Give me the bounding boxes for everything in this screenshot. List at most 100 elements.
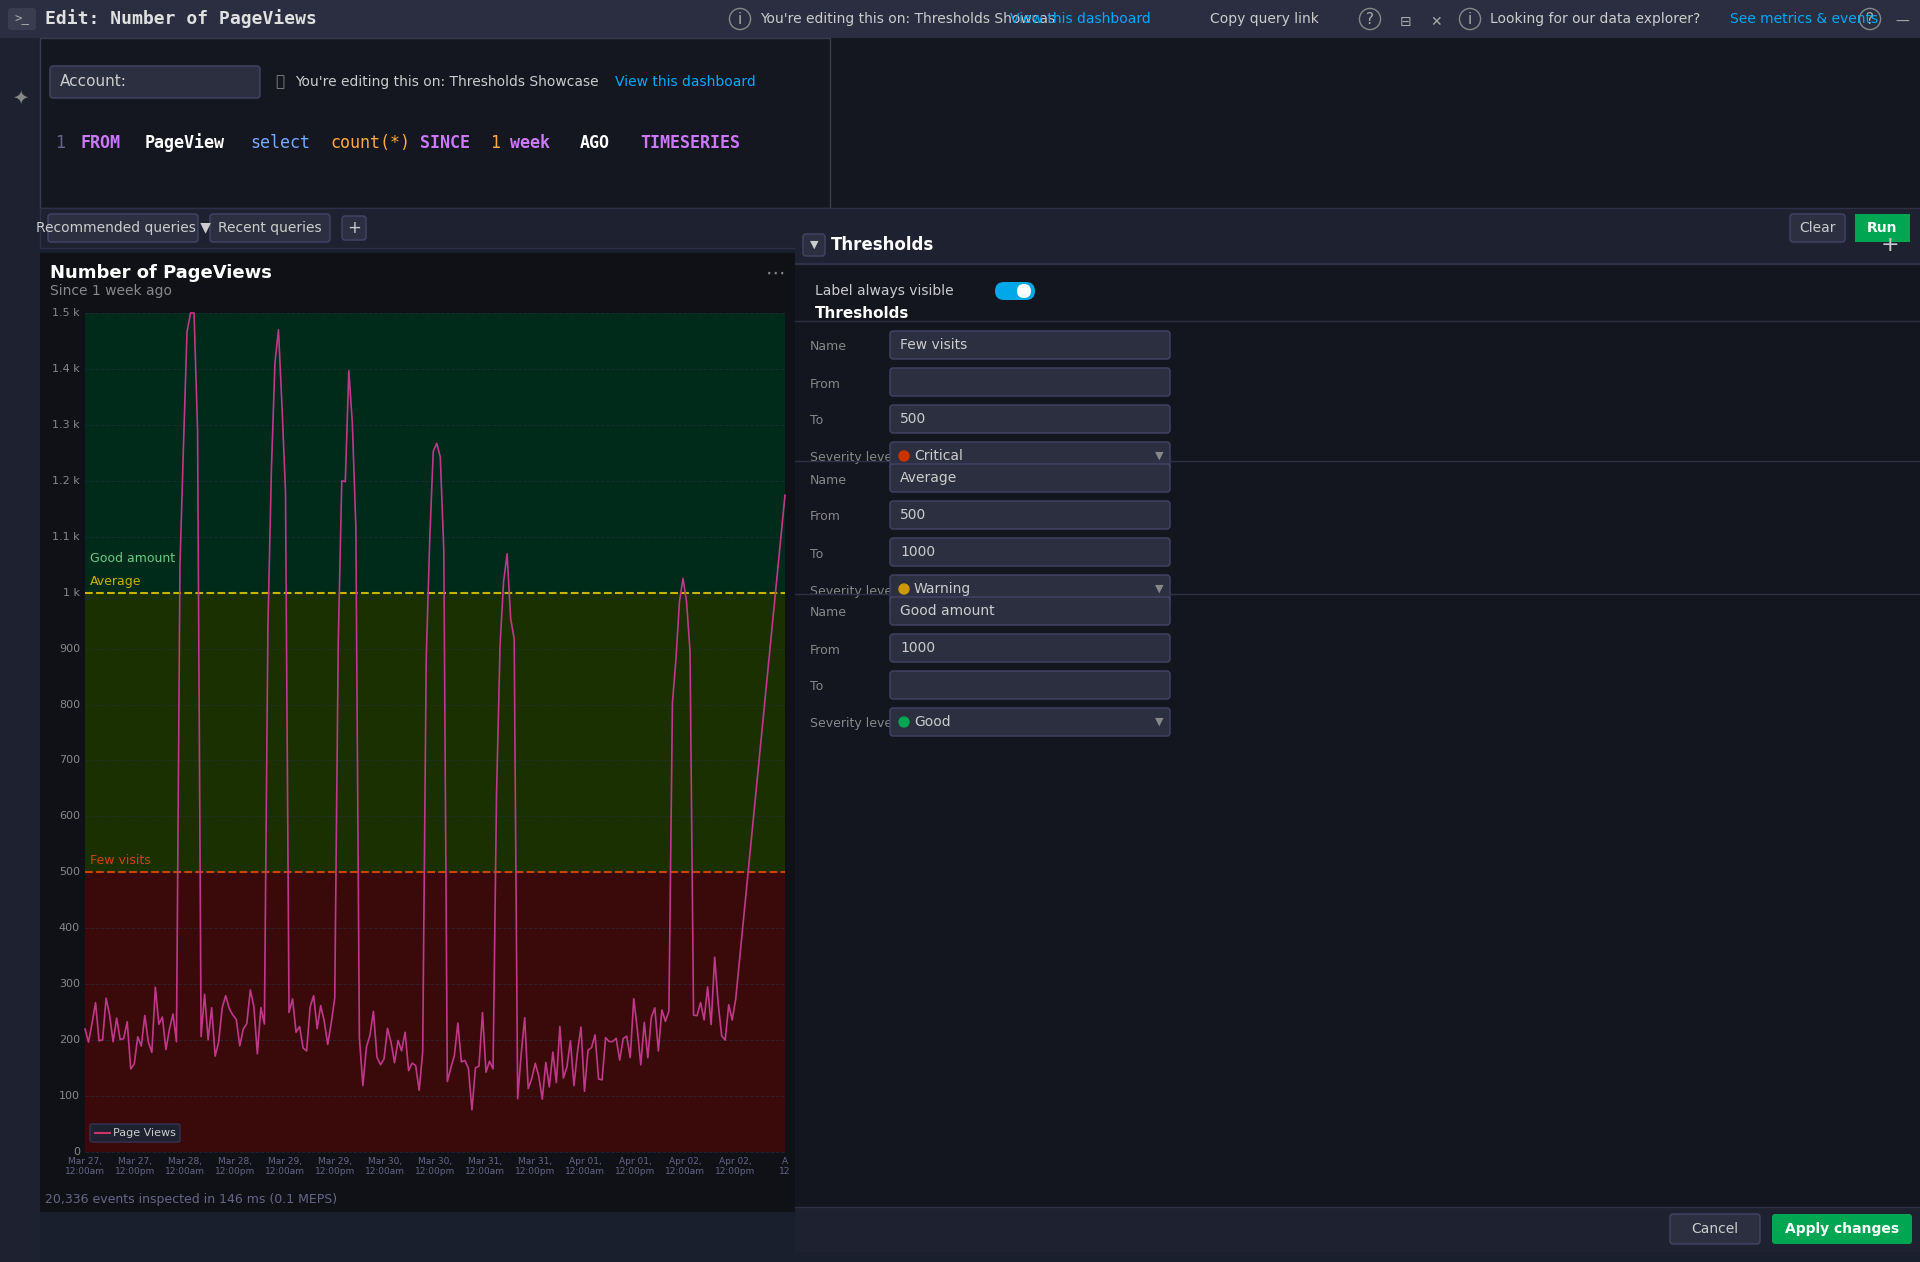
- Text: Thresholds: Thresholds: [831, 236, 935, 254]
- Text: 1.4 k: 1.4 k: [52, 363, 81, 374]
- Bar: [0, 38, 40, 1262]
- FancyBboxPatch shape: [891, 331, 1169, 358]
- Text: Good: Good: [914, 716, 950, 729]
- Text: You're editing this on: Thresholds Showcas: You're editing this on: Thresholds Showc…: [760, 13, 1056, 27]
- Text: Apr 02,
12:00pm: Apr 02, 12:00pm: [714, 1157, 755, 1176]
- Text: PageView: PageView: [146, 134, 225, 153]
- Text: 1: 1: [56, 134, 65, 151]
- Text: 500: 500: [60, 867, 81, 877]
- Text: 300: 300: [60, 979, 81, 989]
- Text: View this dashboard: View this dashboard: [1010, 13, 1150, 27]
- Text: ▼: ▼: [1156, 584, 1164, 594]
- Text: Good amount: Good amount: [900, 604, 995, 618]
- Text: To: To: [810, 680, 824, 694]
- Text: SINCE: SINCE: [420, 134, 470, 151]
- FancyBboxPatch shape: [891, 597, 1169, 625]
- Bar: [40, 208, 1920, 249]
- Text: 600: 600: [60, 811, 81, 822]
- Text: ?: ?: [1866, 11, 1874, 27]
- FancyBboxPatch shape: [1772, 1214, 1912, 1244]
- Text: Copy query link: Copy query link: [1210, 13, 1319, 27]
- Text: Mar 27,
12:00am: Mar 27, 12:00am: [65, 1157, 106, 1176]
- Text: ✕: ✕: [1430, 15, 1442, 29]
- Text: ▼: ▼: [1156, 451, 1164, 461]
- Text: Label always visible: Label always visible: [814, 284, 954, 298]
- Text: Mar 30,
12:00pm: Mar 30, 12:00pm: [415, 1157, 455, 1176]
- Text: Mar 28,
12:00am: Mar 28, 12:00am: [165, 1157, 205, 1176]
- FancyBboxPatch shape: [995, 281, 1035, 300]
- Text: 1: 1: [490, 134, 499, 151]
- Text: ⋯: ⋯: [766, 264, 785, 283]
- Text: Mar 31,
12:00am: Mar 31, 12:00am: [465, 1157, 505, 1176]
- Text: Looking for our data explorer?: Looking for our data explorer?: [1490, 13, 1701, 27]
- Text: —: —: [1895, 15, 1908, 29]
- Text: 1000: 1000: [900, 545, 935, 559]
- Bar: [84, 313, 785, 593]
- Text: Number of PageViews: Number of PageViews: [50, 264, 273, 281]
- Text: 1000: 1000: [900, 641, 935, 655]
- Text: 1 k: 1 k: [63, 588, 81, 598]
- Text: 500: 500: [900, 509, 925, 522]
- Text: Average: Average: [90, 574, 142, 588]
- Text: Recent queries: Recent queries: [219, 221, 323, 235]
- Text: Warning: Warning: [914, 582, 972, 596]
- Text: 0: 0: [73, 1147, 81, 1157]
- Text: Mar 29,
12:00am: Mar 29, 12:00am: [265, 1157, 305, 1176]
- Text: 700: 700: [60, 756, 81, 766]
- Circle shape: [899, 451, 908, 461]
- Text: Name: Name: [810, 473, 847, 486]
- Text: Edit: Number of PageViews: Edit: Number of PageViews: [44, 10, 317, 29]
- FancyBboxPatch shape: [891, 405, 1169, 433]
- Text: Mar 31,
12:00pm: Mar 31, 12:00pm: [515, 1157, 555, 1176]
- Text: To: To: [810, 414, 824, 428]
- Bar: [795, 213, 1920, 262]
- Text: You're editing this on: Thresholds Showcase: You're editing this on: Thresholds Showc…: [296, 74, 599, 90]
- FancyBboxPatch shape: [891, 708, 1169, 736]
- Text: Apr 01,
12:00pm: Apr 01, 12:00pm: [614, 1157, 655, 1176]
- Text: Few visits: Few visits: [90, 854, 152, 867]
- FancyBboxPatch shape: [8, 8, 36, 30]
- Text: count(*): count(*): [330, 134, 411, 151]
- Text: Severity level: Severity level: [810, 452, 895, 464]
- Bar: [795, 208, 1920, 1212]
- Text: Run: Run: [1866, 221, 1897, 235]
- Text: Account:: Account:: [60, 74, 127, 90]
- Text: 1.2 k: 1.2 k: [52, 476, 81, 486]
- Text: ?: ?: [1365, 11, 1375, 27]
- Text: Recommended queries ▼: Recommended queries ▼: [36, 221, 211, 235]
- Text: Page Views: Page Views: [113, 1128, 177, 1138]
- FancyBboxPatch shape: [90, 1124, 180, 1142]
- Circle shape: [899, 717, 908, 727]
- FancyBboxPatch shape: [1018, 284, 1031, 298]
- FancyBboxPatch shape: [891, 671, 1169, 699]
- Text: 800: 800: [60, 699, 81, 709]
- Text: Few visits: Few visits: [900, 338, 968, 352]
- Text: TIMESERIES: TIMESERIES: [639, 134, 739, 151]
- Circle shape: [899, 584, 908, 594]
- Text: 1.5 k: 1.5 k: [52, 308, 81, 318]
- Bar: [84, 872, 785, 1152]
- Text: week: week: [511, 134, 549, 151]
- FancyBboxPatch shape: [50, 66, 259, 98]
- Text: A
12: A 12: [780, 1157, 791, 1176]
- Text: 400: 400: [60, 924, 81, 934]
- FancyBboxPatch shape: [891, 538, 1169, 565]
- Text: ▼: ▼: [1156, 717, 1164, 727]
- Text: 20,336 events inspected in 146 ms (0.1 MEPS): 20,336 events inspected in 146 ms (0.1 M…: [44, 1194, 338, 1206]
- FancyBboxPatch shape: [891, 634, 1169, 663]
- Bar: [84, 593, 785, 872]
- FancyBboxPatch shape: [891, 442, 1169, 469]
- Text: Critical: Critical: [914, 449, 962, 463]
- FancyBboxPatch shape: [803, 233, 826, 256]
- Text: >_: >_: [15, 13, 29, 25]
- Text: Severity level: Severity level: [810, 718, 895, 731]
- Bar: [1855, 215, 1910, 242]
- Text: To: To: [810, 548, 824, 560]
- Bar: [40, 38, 1920, 208]
- Bar: [40, 208, 1920, 249]
- Text: View this dashboard: View this dashboard: [614, 74, 756, 90]
- Text: Severity level: Severity level: [810, 584, 895, 597]
- Text: Thresholds: Thresholds: [814, 305, 910, 321]
- FancyBboxPatch shape: [1670, 1214, 1761, 1244]
- Text: ✦: ✦: [12, 88, 29, 107]
